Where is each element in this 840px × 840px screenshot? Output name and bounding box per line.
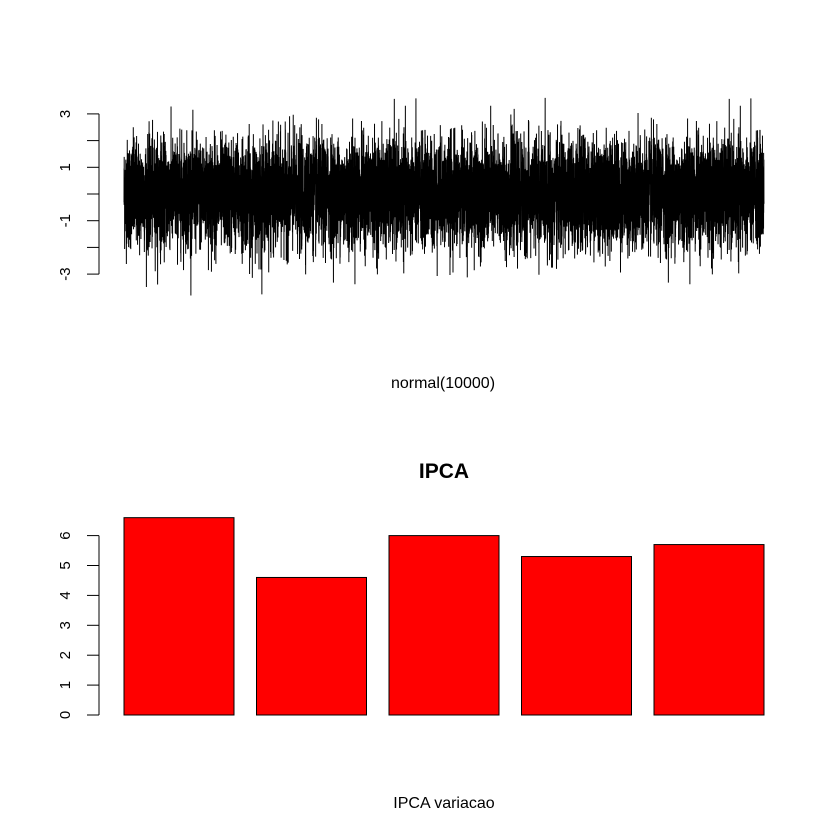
x-axis-label: IPCA variacao [393, 795, 494, 812]
bar [123, 517, 235, 716]
y-axis: 0 1 2 3 4 5 6 [57, 531, 100, 719]
y-tick-label: 1 [57, 681, 74, 689]
y-tick-label: 3 [57, 110, 74, 118]
y-tick-label: 1 [57, 163, 74, 171]
y-tick-label: 0 [57, 711, 74, 719]
y-tick-label: 3 [57, 621, 74, 629]
y-tick-label: 2 [57, 651, 74, 659]
y-tick-label: -1 [57, 214, 74, 227]
y-tick-label: 6 [57, 531, 74, 539]
bar [653, 544, 765, 716]
line-chart-panel: -3 1 -1 3 normal(10000) [57, 97, 765, 392]
chart-title: IPCA [419, 460, 469, 483]
y-axis: -3 1 -1 3 [57, 110, 100, 281]
y-tick-label: 5 [57, 561, 74, 569]
bar-chart-panel: IPCA 0 1 2 3 4 5 6 IPCA variacao [57, 460, 765, 812]
bar [256, 576, 367, 716]
bar [521, 556, 632, 716]
bars [123, 517, 765, 716]
bar [388, 535, 500, 716]
y-tick-label: -3 [57, 267, 74, 280]
series-line [123, 97, 765, 296]
x-axis-label: normal(10000) [391, 375, 495, 392]
y-tick-label: 4 [57, 591, 74, 599]
